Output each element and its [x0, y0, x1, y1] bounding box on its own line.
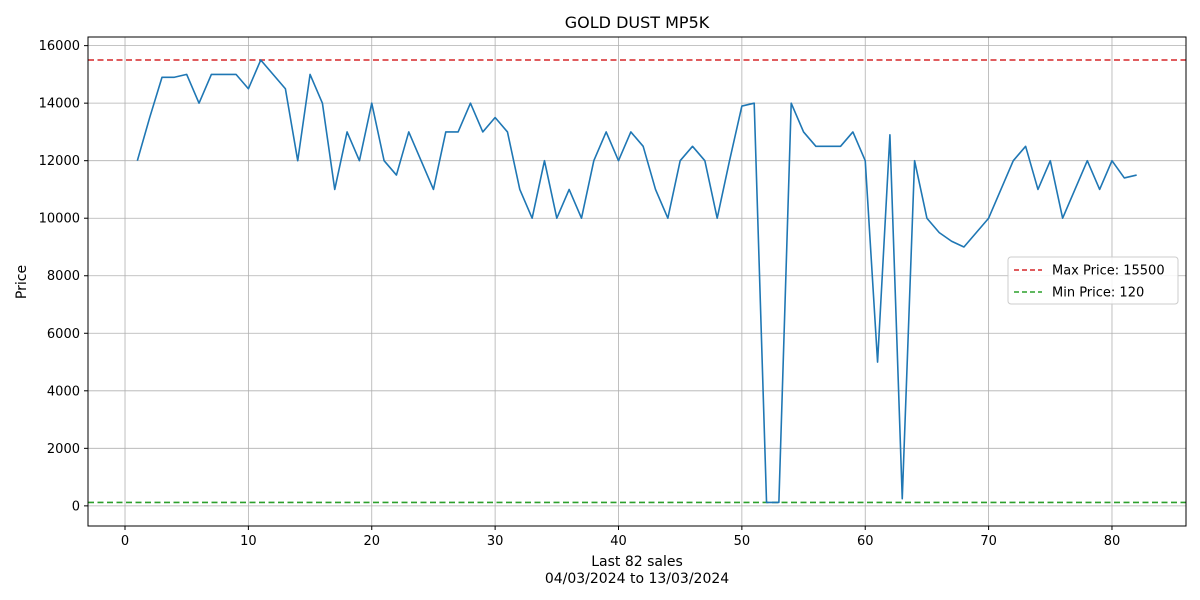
x-axis-ticks: 0 10 20 30 40 50 60 70 80: [121, 526, 1120, 549]
x-tick-label: 20: [363, 534, 380, 549]
y-tick-label: 12000: [39, 154, 80, 169]
grid-lines: [88, 37, 1186, 526]
y-tick-label: 6000: [47, 327, 80, 342]
x-tick-label: 40: [610, 534, 627, 549]
x-tick-label: 10: [240, 534, 257, 549]
y-tick-label: 10000: [39, 212, 80, 227]
price-series-line: [136, 59, 1137, 504]
x-axis-label: Last 82 sales: [591, 554, 683, 570]
legend-box: [1007, 256, 1179, 305]
y-tick-label: 4000: [47, 384, 80, 399]
y-tick-label: 16000: [39, 39, 80, 54]
chart-title: GOLD DUST MP5K: [565, 13, 710, 32]
x-tick-label: 30: [487, 534, 504, 549]
x-tick-label: 0: [121, 534, 129, 549]
reference-lines: [88, 59, 1186, 504]
x-tick-label: 50: [734, 534, 751, 549]
legend: Max Price: 15500 Min Price: 120: [1007, 256, 1179, 305]
x-tick-label: 80: [1104, 534, 1121, 549]
x-tick-label: 60: [857, 534, 874, 549]
y-tick-label: 0: [72, 499, 80, 514]
y-tick-label: 8000: [47, 269, 80, 284]
y-axis-ticks: 0 2000 4000 6000 8000 10000 12000 14000 16000: [39, 39, 88, 514]
y-axis-label: Price: [14, 265, 30, 299]
x-tick-label: 70: [980, 534, 997, 549]
y-tick-label: 14000: [39, 97, 80, 112]
legend-label-min: Min Price: 120: [1052, 286, 1144, 301]
x-axis-sublabel: 04/03/2024 to 13/03/2024: [545, 571, 729, 587]
series-group: [136, 59, 1137, 504]
plot-frame: [87, 36, 1187, 527]
y-tick-label: 2000: [47, 442, 80, 457]
legend-label-max: Max Price: 15500: [1052, 264, 1165, 279]
